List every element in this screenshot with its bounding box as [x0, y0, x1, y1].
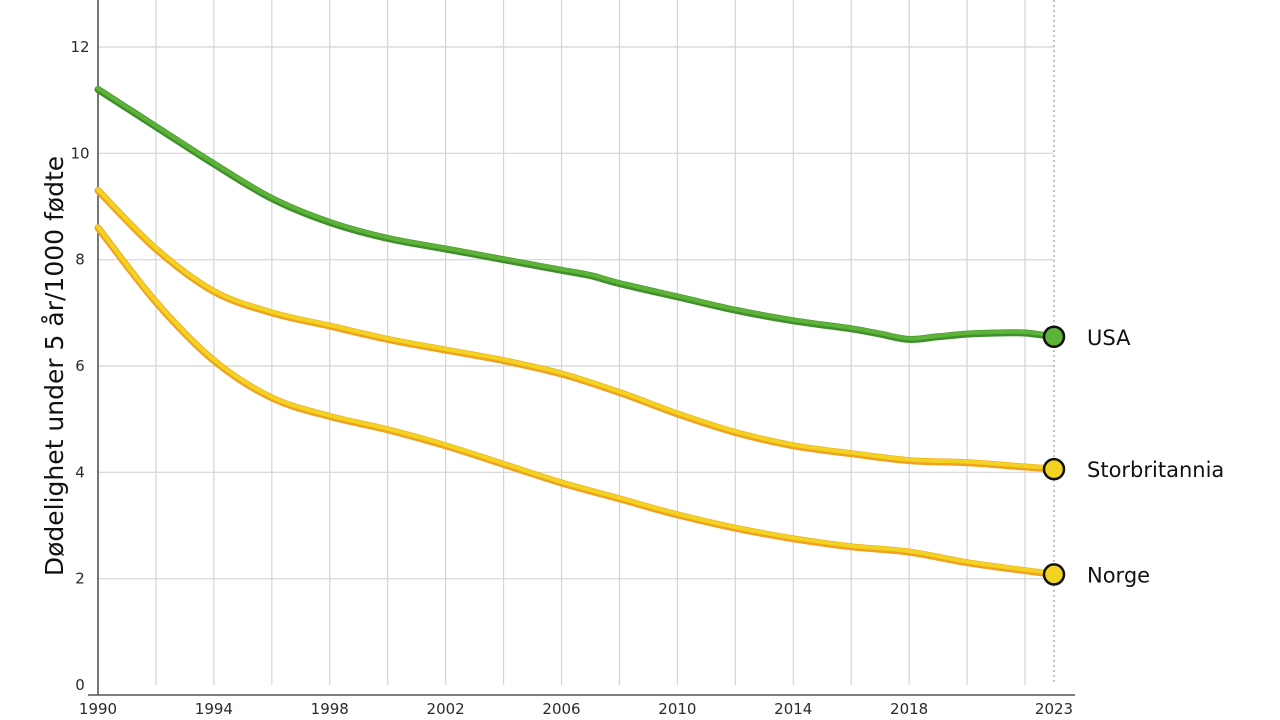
- x-tick-label: 2023: [1035, 700, 1073, 718]
- x-tick-label: 2018: [890, 700, 928, 718]
- x-tick-label: 2010: [658, 700, 696, 718]
- series-line-usa: [96, 86, 1056, 341]
- y-axis-title: Dødelighet under 5 år/1000 fødte: [40, 156, 69, 576]
- series-endpoints: [1042, 325, 1066, 586]
- x-tick-label: 2002: [427, 700, 465, 718]
- x-tick-label: 2014: [774, 700, 812, 718]
- series-line-norge-outline: [94, 224, 1058, 578]
- series-label-usa: USA: [1087, 326, 1131, 350]
- y-tick-label: 10: [70, 144, 89, 162]
- series-label-storbritannia: Storbritannia: [1087, 458, 1224, 482]
- endpoint-marker-storbritannia: [1042, 457, 1066, 481]
- series-line-storbritannia: [96, 187, 1056, 471]
- endpoint-marker-norge: [1042, 563, 1066, 586]
- x-tick-label: 1994: [195, 700, 233, 718]
- axes: 0 2 4 6 8 10 12 1990 1994 1998 2002 2006 2010 2014 201…: [70, 0, 1075, 718]
- x-tick-label: 2006: [542, 700, 580, 718]
- y-tick-label: 8: [75, 251, 85, 269]
- y-tick-label: 12: [70, 38, 89, 56]
- series-label-norge: Norge: [1087, 563, 1150, 587]
- x-tick-label: 1990: [79, 700, 117, 718]
- series-line-norge: [96, 224, 1056, 576]
- y-tick-label: 6: [75, 357, 85, 375]
- series-labels: USA Storbritannia Norge: [1087, 326, 1224, 588]
- x-tick-label: 1998: [311, 700, 349, 718]
- series-line-storbritannia-outline: [94, 187, 1058, 473]
- endpoint-marker-usa: [1042, 325, 1066, 349]
- y-tick-label: 2: [75, 570, 85, 588]
- y-tick-label: 0: [75, 676, 85, 694]
- y-tick-label: 4: [75, 463, 85, 481]
- series-lines: [94, 86, 1058, 578]
